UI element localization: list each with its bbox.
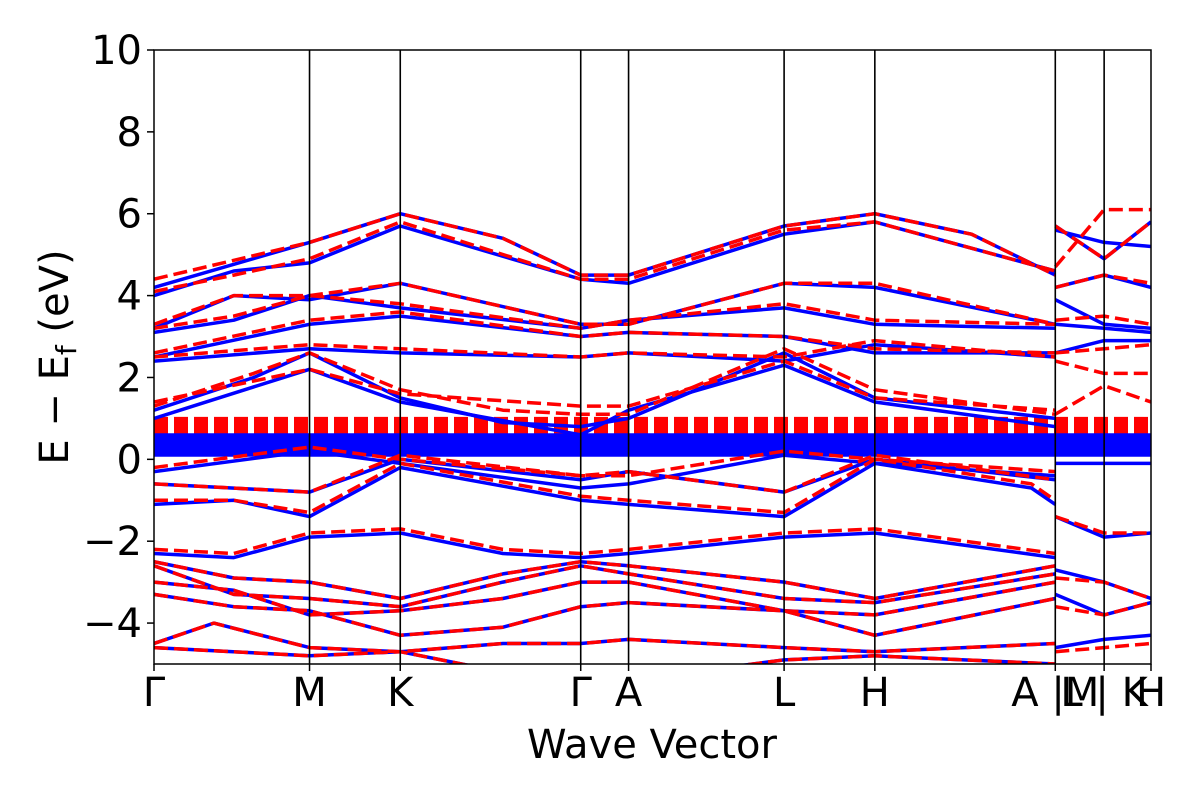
band-line-blue <box>154 351 1056 429</box>
band-line-red-dashed <box>154 445 1056 478</box>
plot-frame <box>153 49 1152 665</box>
kpoint-separator-lines <box>308 50 1105 664</box>
x-tick-label: L | K <box>1060 670 1149 716</box>
y-tick-label: 4 <box>117 274 142 320</box>
y-tick-label: 2 <box>117 355 142 401</box>
band-line-red-dashed <box>154 281 1056 327</box>
band-line-blue <box>154 592 1056 638</box>
band-line-red-dashed <box>154 580 1056 617</box>
y-tick-label: 8 <box>117 110 142 156</box>
band-line-red-dashed <box>154 527 1056 556</box>
band-line-blue <box>154 531 1056 560</box>
x-tick-label: A |M <box>1011 670 1099 716</box>
x-tick-label: A <box>615 670 643 716</box>
band-line-red-dashed <box>1054 383 1151 416</box>
band-line-red-dashed <box>154 211 1057 281</box>
band-line-red-dashed <box>1054 359 1151 376</box>
x-tick-label: L <box>773 670 796 716</box>
x-axis-title: Wave Vector <box>527 722 778 768</box>
band-line-red-dashed <box>1054 220 1151 261</box>
y-tick-label: −4 <box>83 601 142 647</box>
band-line-blue <box>154 559 1056 601</box>
y-tick-label: 6 <box>117 192 142 238</box>
band-line-red-dashed <box>154 559 1056 601</box>
band-line-red-dashed <box>1055 576 1151 601</box>
band-line-red-dashed <box>154 338 1056 359</box>
band-line-blue <box>154 281 1056 330</box>
band-line-blue <box>1054 220 1151 261</box>
band-line-red-dashed <box>154 347 1056 417</box>
band-line-red-dashed <box>154 310 1056 355</box>
band-line-red-dashed <box>154 564 1056 609</box>
band-line-red-dashed <box>154 457 1057 515</box>
y-axis-title-subscript: f <box>50 344 83 355</box>
x-tick-label: H <box>1136 670 1166 716</box>
x-tick-label: K <box>387 670 415 716</box>
band-line-blue <box>154 314 1056 359</box>
y-axis-ticks: −4 −2 0 2 4 6 8 10 <box>83 28 154 647</box>
y-tick-label: 10 <box>91 28 142 74</box>
band-line-red-dashed <box>1054 514 1151 535</box>
y-axis-title: E − Ef (eV) <box>32 249 83 464</box>
x-tick-label: H <box>860 670 890 716</box>
band-line-red-dashed <box>154 359 1056 412</box>
flat-bands-layer <box>154 416 1151 457</box>
band-line-red-dashed <box>154 453 1056 494</box>
band-line-red-dashed <box>154 592 1056 638</box>
band-line-red-dashed <box>1055 600 1151 617</box>
y-axis-title-unit: (eV) <box>32 249 78 345</box>
band-line-blue <box>154 220 1056 298</box>
x-tick-label: Γ <box>570 670 593 716</box>
x-tick-label: Γ <box>143 670 166 716</box>
y-tick-label: −2 <box>83 519 142 565</box>
band-line-blue <box>154 564 1056 609</box>
x-tick-label: M <box>292 670 327 716</box>
band-line-blue <box>154 461 1057 519</box>
band-line-red-dashed <box>1053 207 1151 269</box>
y-tick-label: 0 <box>117 437 142 483</box>
band-line-blue <box>154 645 1056 664</box>
band-line-red-dashed <box>154 621 1056 654</box>
y-axis-title-main: E − E <box>32 355 78 465</box>
band-line-red-dashed <box>154 645 1056 664</box>
